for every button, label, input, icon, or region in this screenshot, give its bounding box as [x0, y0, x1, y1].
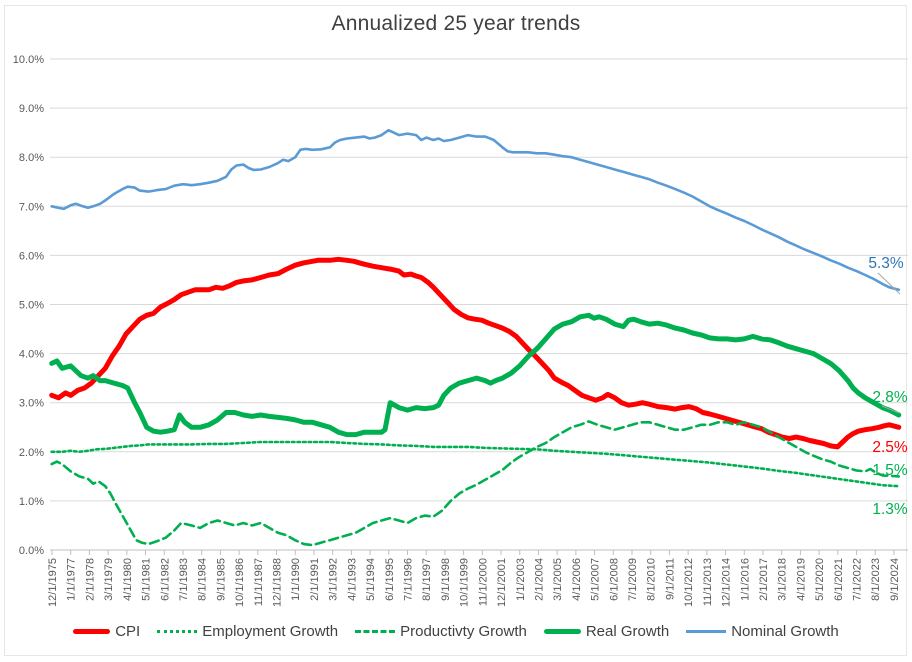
chart-border: [4, 5, 907, 656]
legend-label: CPI: [115, 623, 141, 640]
series-end-label: 2.5%: [872, 439, 908, 456]
legend-line-sample-icon: [543, 629, 581, 634]
y-axis-tick-label: 3.0%: [19, 398, 44, 410]
series-line-productivty-growth: [50, 420, 901, 547]
x-axis-tick-label: 12/1/1988: [272, 558, 284, 607]
x-axis-tick-label: 4/1/1980: [122, 558, 134, 601]
series-end-label: 1.3%: [872, 501, 908, 518]
y-axis-tick-label: 0.0%: [19, 545, 44, 557]
x-axis-tick-label: 8/1/2023: [870, 558, 882, 601]
y-axis-tick-label: 9.0%: [19, 103, 44, 115]
x-axis-tick-label: 6/1/1995: [384, 558, 396, 601]
legend-line-sample-icon: [686, 630, 727, 633]
x-axis-tick-label: 12/1/1975: [47, 558, 59, 607]
y-axis-tick-label: 6.0%: [19, 250, 44, 262]
label-leader-line: [877, 272, 901, 295]
x-axis-tick-label: 6/1/2021: [833, 558, 845, 601]
x-axis-tick-label: 2/1/1991: [309, 558, 321, 601]
legend-label: Productivty Growth: [400, 623, 527, 640]
x-axis-tick-label: 12/1/2014: [721, 558, 733, 607]
legend-item-cpi: CPI: [73, 623, 140, 640]
x-axis-tick-label: 9/1/1998: [440, 558, 452, 601]
x-axis-tick-label: 5/1/2020: [814, 558, 826, 601]
x-axis-tick-label: 1/1/2016: [739, 558, 751, 601]
series-line-nominal-growth: [50, 128, 901, 292]
legend-item-real-growth: Real Growth: [543, 623, 670, 640]
legend-label: Nominal Growth: [731, 623, 839, 640]
x-axis-tick-label: 11/1/2013: [702, 558, 714, 606]
y-axis-tick-label: 7.0%: [19, 201, 44, 213]
x-axis-tick-label: 2/1/2004: [533, 558, 545, 601]
x-axis-tick-label: 11/1/2000: [477, 558, 489, 606]
legend-label: Real Growth: [585, 623, 670, 640]
y-axis-tick-label: 10.0%: [13, 54, 44, 66]
series-end-label: 2.8%: [872, 389, 908, 406]
legend-line-sample-icon: [355, 630, 396, 633]
x-axis-tick-label: 12/1/2001: [496, 558, 508, 607]
y-axis-tick-label: 1.0%: [19, 496, 44, 508]
x-axis-tick-label: 2/1/2017: [758, 558, 770, 601]
x-axis-tick-label: 7/1/2022: [852, 558, 864, 601]
x-axis-tick-label: 7/1/2009: [627, 558, 639, 601]
x-axis-tick-label: 4/1/1993: [346, 558, 358, 601]
legend-line-sample-icon: [73, 629, 111, 634]
x-axis-tick-label: 8/1/1984: [197, 558, 209, 601]
legend-item-employment-growth: Employment Growth: [157, 623, 338, 640]
x-axis-tick-label: 9/1/1985: [215, 558, 227, 601]
x-axis-tick-label: 10/1/2012: [683, 558, 695, 607]
y-axis-tick-label: 4.0%: [19, 349, 44, 361]
label-leader-line: [881, 405, 900, 414]
x-axis-tick-label: 7/1/1996: [402, 558, 414, 601]
x-axis-tick-label: 4/1/2006: [571, 558, 583, 601]
x-axis-tick-label: 10/1/1999: [459, 558, 471, 607]
legend-item-nominal-growth: Nominal Growth: [686, 623, 839, 640]
x-axis-tick-label: 8/1/1997: [421, 558, 433, 601]
x-axis-tick-label: 5/1/1981: [141, 558, 153, 601]
x-axis-tick-label: 11/1/1987: [253, 558, 265, 606]
x-axis-tick-label: 4/1/2019: [795, 558, 807, 601]
x-axis-tick-label: 9/1/2024: [889, 558, 901, 601]
x-axis-tick-label: 3/1/1979: [103, 558, 115, 601]
series-end-label: 1.5%: [872, 462, 908, 479]
y-axis-tick-label: 8.0%: [19, 152, 44, 164]
legend-line-sample-icon: [157, 630, 198, 633]
x-axis-tick-label: 8/1/2010: [646, 558, 658, 601]
x-axis-tick-label: 3/1/2005: [552, 558, 564, 601]
x-axis-tick-label: 5/1/2007: [590, 558, 602, 601]
y-axis-tick-label: 2.0%: [19, 447, 44, 459]
series-end-label: 5.3%: [868, 255, 904, 272]
x-axis-tick-label: 5/1/1994: [365, 558, 377, 601]
legend-label: Employment Growth: [202, 623, 339, 640]
x-axis-tick-label: 2/1/1978: [84, 558, 96, 601]
x-axis-tick-label: 10/1/1986: [234, 558, 246, 607]
y-axis-tick-label: 5.0%: [19, 300, 44, 312]
series-line-real-growth: [49, 312, 902, 438]
series-line-employment-growth: [50, 440, 901, 488]
x-axis-tick-label: 3/1/2018: [777, 558, 789, 601]
x-axis-tick-label: 3/1/1992: [328, 558, 340, 601]
x-axis-tick-label: 6/1/1982: [159, 558, 171, 601]
x-axis-tick-label: 1/1/2003: [515, 558, 527, 601]
chart-title: Annualized 25 year trends: [331, 12, 581, 35]
legend: CPI Employment Growth Productivty Growth Re…: [0, 623, 912, 640]
x-axis-tick-label: 6/1/2008: [608, 558, 620, 601]
legend-item-productivty-growth: Productivty Growth: [355, 623, 527, 640]
x-axis-tick-label: 1/1/1990: [290, 558, 302, 601]
x-axis-tick-label: 7/1/1983: [178, 558, 190, 601]
x-axis-tick-label: 1/1/1977: [66, 558, 78, 601]
x-axis-tick-label: 9/1/2011: [664, 558, 676, 600]
